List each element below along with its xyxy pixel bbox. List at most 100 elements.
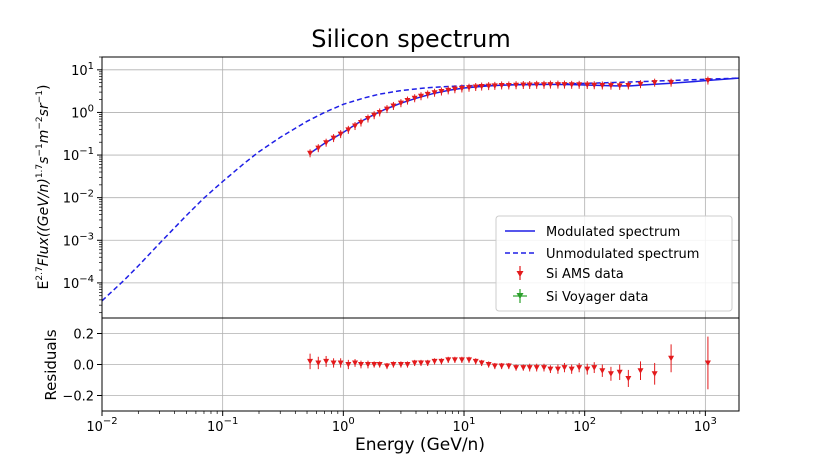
y-tick-base: 10 <box>63 234 80 249</box>
ylabel-sup: −1 <box>35 90 45 103</box>
x-tick-exponent: −2 <box>103 416 118 427</box>
y-tick-exponent: 1 <box>88 61 94 72</box>
ams-data-point <box>540 82 547 88</box>
top-series <box>101 76 740 302</box>
ams-data-point <box>451 86 458 93</box>
x-tick-label: 101 <box>453 416 476 435</box>
residual-point <box>371 362 378 368</box>
ams-data-point <box>397 100 404 107</box>
residual-point <box>584 366 591 373</box>
residual-point <box>472 358 479 365</box>
residual-point <box>554 366 561 373</box>
ams-data-point <box>533 82 540 88</box>
x-tick-exponent: 3 <box>710 416 716 427</box>
legend-box <box>495 215 733 312</box>
y-tick-base: 10 <box>71 64 88 79</box>
residual-point <box>533 365 540 371</box>
residual-point <box>513 365 520 371</box>
ylabel-part: ) <box>36 85 52 90</box>
ams-data-point <box>352 123 359 130</box>
residual-tick-label: −0.2 <box>62 390 94 405</box>
y-tick-exponent: −3 <box>79 231 94 242</box>
ams-data-point <box>513 82 520 89</box>
ylabel-sup: −1 <box>35 143 45 156</box>
residual-point <box>540 365 547 371</box>
y-tick-base: 10 <box>63 149 80 164</box>
x-tick-label: 102 <box>573 416 596 435</box>
residual-point <box>607 371 614 377</box>
ylabel-part: s <box>36 157 52 164</box>
legend: Modulated spectrum Unmodulated spectrum … <box>495 215 733 312</box>
ams-data-point <box>498 82 505 89</box>
residual-tick-label: 0.0 <box>73 359 94 374</box>
x-tick-exponent: 0 <box>348 416 354 427</box>
residual-point <box>337 360 344 366</box>
residual-point <box>599 368 606 374</box>
residual-point <box>491 363 498 370</box>
residual-point <box>651 371 658 377</box>
residual-point <box>438 358 445 365</box>
ams-data-point <box>478 84 485 90</box>
ams-data-point <box>458 85 465 92</box>
ams-data-point <box>330 135 337 142</box>
residual-point <box>591 365 598 371</box>
legend-ams-marker-icon <box>516 266 524 280</box>
residual-point <box>323 358 330 365</box>
ams-data-point <box>591 82 598 89</box>
bottom-y-axis-label: Residuals <box>42 329 60 400</box>
x-axis-label: Energy (GeV/n) <box>355 435 485 455</box>
ylabel-part: Flux((GeV/n) <box>36 178 52 266</box>
residual-point <box>526 365 533 371</box>
y-tick-exponent: −4 <box>79 274 94 285</box>
ams-data-point <box>411 95 418 102</box>
y-tick-label: 10−1 <box>63 146 94 164</box>
y-tick-label: 100 <box>71 103 94 121</box>
ams-data-point <box>704 78 711 84</box>
residual-point <box>485 362 492 368</box>
residual-tick-label: 0.2 <box>73 328 94 343</box>
x-tick-label: 103 <box>694 416 717 435</box>
residual-point <box>478 360 485 366</box>
ams-data-point <box>424 91 431 98</box>
ams-data-point <box>445 87 452 94</box>
ams-data-point <box>607 83 614 89</box>
ylabel-part: m <box>36 130 52 144</box>
ams-data-point <box>472 84 479 91</box>
ylabel-part: E <box>36 281 52 290</box>
residual-point <box>424 360 431 366</box>
ams-data-point <box>526 82 533 89</box>
legend-label: Si AMS data <box>546 267 624 282</box>
ylabel-sup: −2 <box>35 116 45 129</box>
ams-data-point <box>323 140 330 146</box>
ams-data-point <box>651 80 658 86</box>
residual-point <box>345 362 352 368</box>
y-tick-label: 101 <box>71 61 94 79</box>
ylabel-sup: 2.7 <box>35 266 45 280</box>
x-tick-base: 10 <box>694 420 711 435</box>
ams-data-point <box>568 82 575 88</box>
ams-data-point <box>307 150 314 157</box>
residual-point <box>520 365 527 371</box>
ams-data-point <box>576 82 583 88</box>
x-tick-label: 10−1 <box>207 416 238 435</box>
ams-data-point <box>554 82 561 88</box>
ams-data-point <box>383 106 390 113</box>
residual-point <box>307 358 314 365</box>
ams-data-point <box>390 103 397 109</box>
x-tick-base: 10 <box>332 420 349 435</box>
bottom-y-ticks: 0.2 0.0 −0.2 <box>62 328 102 405</box>
x-tick-label: 100 <box>332 416 355 435</box>
ams-data-point <box>431 90 438 96</box>
residual-point <box>704 360 711 366</box>
residual-point <box>561 365 568 371</box>
residual-point <box>376 362 383 368</box>
ams-data-point <box>561 82 568 88</box>
residual-point <box>505 363 512 370</box>
residual-point <box>637 368 644 374</box>
residual-point <box>417 360 424 366</box>
unmodulated-spectrum-line <box>101 77 740 302</box>
residual-point <box>404 362 411 368</box>
residual-point <box>364 362 371 368</box>
ams-data-point <box>417 93 424 100</box>
